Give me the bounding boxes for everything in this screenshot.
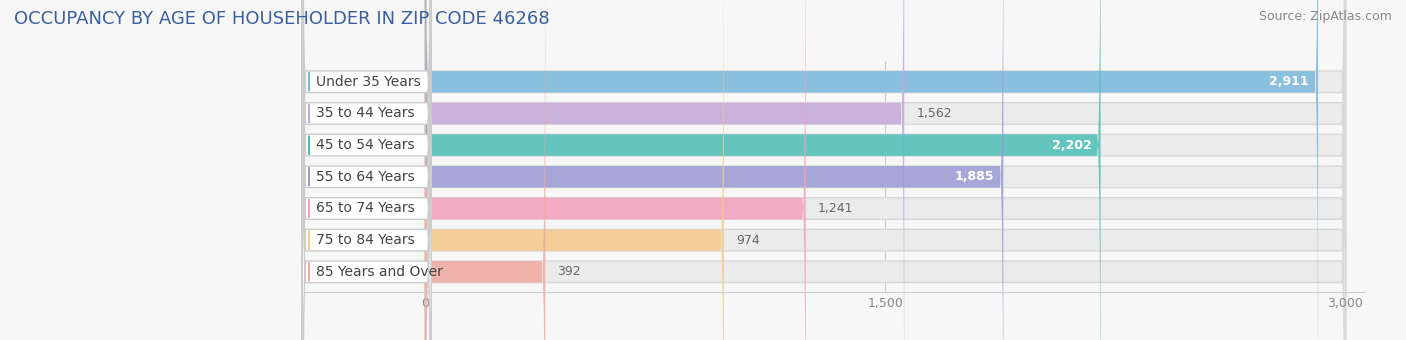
Text: 1,885: 1,885 bbox=[955, 170, 994, 183]
FancyBboxPatch shape bbox=[302, 0, 432, 340]
FancyBboxPatch shape bbox=[302, 0, 432, 340]
FancyBboxPatch shape bbox=[425, 0, 1346, 340]
FancyBboxPatch shape bbox=[425, 0, 1004, 340]
FancyBboxPatch shape bbox=[425, 0, 724, 340]
FancyBboxPatch shape bbox=[425, 0, 1346, 340]
Text: 35 to 44 Years: 35 to 44 Years bbox=[316, 106, 415, 120]
FancyBboxPatch shape bbox=[425, 0, 806, 340]
FancyBboxPatch shape bbox=[302, 0, 432, 340]
Text: 55 to 64 Years: 55 to 64 Years bbox=[316, 170, 415, 184]
FancyBboxPatch shape bbox=[425, 0, 1101, 340]
FancyBboxPatch shape bbox=[302, 0, 432, 340]
FancyBboxPatch shape bbox=[425, 0, 1346, 340]
FancyBboxPatch shape bbox=[425, 0, 904, 340]
FancyBboxPatch shape bbox=[425, 0, 1346, 340]
FancyBboxPatch shape bbox=[425, 0, 1346, 340]
Text: 392: 392 bbox=[558, 265, 581, 278]
Text: 974: 974 bbox=[737, 234, 759, 246]
FancyBboxPatch shape bbox=[302, 0, 432, 340]
FancyBboxPatch shape bbox=[425, 0, 1346, 340]
Text: 75 to 84 Years: 75 to 84 Years bbox=[316, 233, 415, 247]
FancyBboxPatch shape bbox=[302, 0, 432, 340]
Text: 2,911: 2,911 bbox=[1270, 75, 1309, 88]
Text: 1,562: 1,562 bbox=[917, 107, 952, 120]
Text: 2,202: 2,202 bbox=[1052, 139, 1091, 152]
FancyBboxPatch shape bbox=[425, 0, 546, 340]
FancyBboxPatch shape bbox=[425, 0, 1346, 340]
Text: 1,241: 1,241 bbox=[818, 202, 853, 215]
Text: 45 to 54 Years: 45 to 54 Years bbox=[316, 138, 415, 152]
Text: Under 35 Years: Under 35 Years bbox=[316, 75, 420, 89]
FancyBboxPatch shape bbox=[425, 0, 1317, 340]
Text: 85 Years and Over: 85 Years and Over bbox=[316, 265, 443, 279]
Text: Source: ZipAtlas.com: Source: ZipAtlas.com bbox=[1258, 10, 1392, 23]
FancyBboxPatch shape bbox=[302, 0, 432, 340]
Text: OCCUPANCY BY AGE OF HOUSEHOLDER IN ZIP CODE 46268: OCCUPANCY BY AGE OF HOUSEHOLDER IN ZIP C… bbox=[14, 10, 550, 28]
Text: 65 to 74 Years: 65 to 74 Years bbox=[316, 202, 415, 216]
